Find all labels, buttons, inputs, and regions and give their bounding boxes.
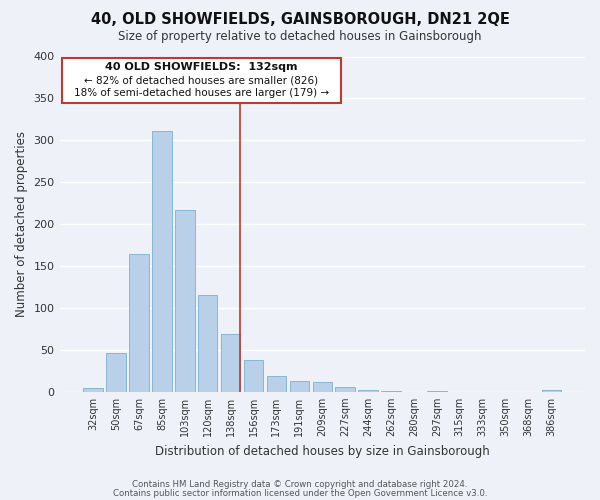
X-axis label: Distribution of detached houses by size in Gainsborough: Distribution of detached houses by size … (155, 444, 490, 458)
Bar (175, 210, 194, 392)
Text: 40, OLD SHOWFIELDS, GAINSBOROUGH, DN21 2QE: 40, OLD SHOWFIELDS, GAINSBOROUGH, DN21 2… (91, 12, 509, 28)
Bar (83, 388, 103, 392)
Y-axis label: Number of detached properties: Number of detached properties (15, 131, 28, 317)
Bar (106, 353, 126, 392)
Bar (542, 390, 561, 392)
FancyBboxPatch shape (62, 58, 341, 104)
Text: Size of property relative to detached houses in Gainsborough: Size of property relative to detached ho… (118, 30, 482, 43)
Bar (267, 376, 286, 392)
Bar (244, 360, 263, 392)
Bar (381, 391, 401, 392)
Bar (290, 381, 309, 392)
Bar (221, 334, 241, 392)
Text: Contains HM Land Registry data © Crown copyright and database right 2024.: Contains HM Land Registry data © Crown c… (132, 480, 468, 489)
Text: ← 82% of detached houses are smaller (826): ← 82% of detached houses are smaller (82… (85, 76, 319, 86)
Bar (313, 382, 332, 392)
Bar (335, 387, 355, 392)
Text: 18% of semi-detached houses are larger (179) →: 18% of semi-detached houses are larger (… (74, 88, 329, 99)
Bar (152, 131, 172, 392)
Text: 40 OLD SHOWFIELDS:  132sqm: 40 OLD SHOWFIELDS: 132sqm (105, 62, 298, 72)
Bar (358, 390, 378, 392)
Bar (198, 296, 217, 392)
Text: Contains public sector information licensed under the Open Government Licence v3: Contains public sector information licen… (113, 488, 487, 498)
Bar (129, 254, 149, 392)
Bar (427, 391, 446, 392)
